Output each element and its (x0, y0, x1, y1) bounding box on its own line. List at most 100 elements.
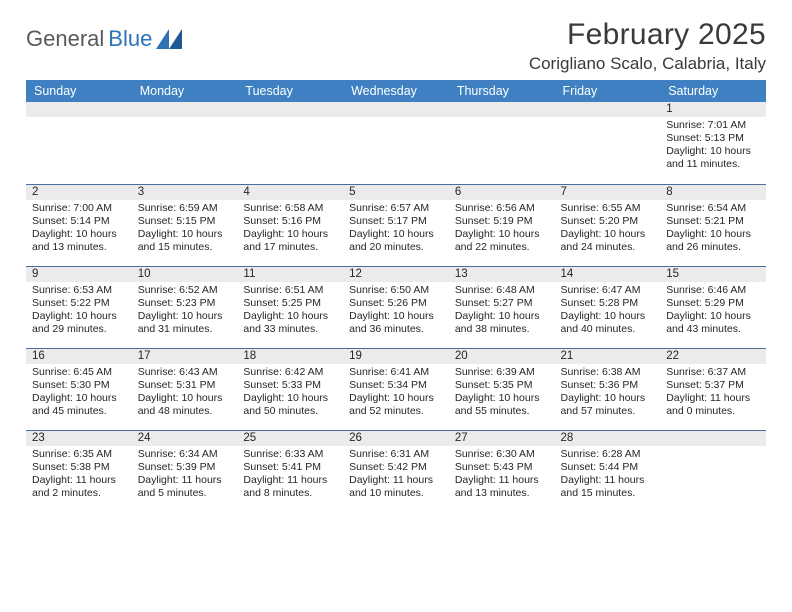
sunrise-text: Sunrise: 6:30 AM (455, 448, 549, 461)
calendar-week-row: 23Sunrise: 6:35 AMSunset: 5:38 PMDayligh… (26, 430, 766, 512)
daylight-text: Daylight: 10 hours and 43 minutes. (666, 310, 760, 336)
daylight-text: Daylight: 10 hours and 33 minutes. (243, 310, 337, 336)
calendar-cell: 20Sunrise: 6:39 AMSunset: 5:35 PMDayligh… (449, 348, 555, 430)
day-number: 14 (555, 267, 661, 282)
day-details (26, 117, 132, 123)
sunset-text: Sunset: 5:28 PM (561, 297, 655, 310)
day-details: Sunrise: 6:47 AMSunset: 5:28 PMDaylight:… (555, 282, 661, 341)
daylight-text: Daylight: 10 hours and 31 minutes. (138, 310, 232, 336)
sunset-text: Sunset: 5:41 PM (243, 461, 337, 474)
sunrise-text: Sunrise: 6:54 AM (666, 202, 760, 215)
day-number: 20 (449, 349, 555, 364)
sunset-text: Sunset: 5:38 PM (32, 461, 126, 474)
weekday-header: Sunday (26, 80, 132, 102)
sunrise-text: Sunrise: 6:53 AM (32, 284, 126, 297)
sunrise-text: Sunrise: 6:33 AM (243, 448, 337, 461)
sunset-text: Sunset: 5:20 PM (561, 215, 655, 228)
daylight-text: Daylight: 10 hours and 11 minutes. (666, 145, 760, 171)
day-number: 22 (660, 349, 766, 364)
daylight-text: Daylight: 10 hours and 29 minutes. (32, 310, 126, 336)
calendar-cell: 8Sunrise: 6:54 AMSunset: 5:21 PMDaylight… (660, 184, 766, 266)
calendar-cell: 25Sunrise: 6:33 AMSunset: 5:41 PMDayligh… (237, 430, 343, 512)
day-details (449, 117, 555, 123)
sunset-text: Sunset: 5:42 PM (349, 461, 443, 474)
day-details (237, 117, 343, 123)
daylight-text: Daylight: 10 hours and 26 minutes. (666, 228, 760, 254)
calendar-cell: 13Sunrise: 6:48 AMSunset: 5:27 PMDayligh… (449, 266, 555, 348)
sunset-text: Sunset: 5:31 PM (138, 379, 232, 392)
day-details: Sunrise: 6:56 AMSunset: 5:19 PMDaylight:… (449, 200, 555, 259)
day-details: Sunrise: 6:38 AMSunset: 5:36 PMDaylight:… (555, 364, 661, 423)
sunset-text: Sunset: 5:23 PM (138, 297, 232, 310)
sunrise-text: Sunrise: 6:57 AM (349, 202, 443, 215)
sunrise-text: Sunrise: 6:48 AM (455, 284, 549, 297)
calendar-body: 1Sunrise: 7:01 AMSunset: 5:13 PMDaylight… (26, 102, 766, 512)
day-details: Sunrise: 6:45 AMSunset: 5:30 PMDaylight:… (26, 364, 132, 423)
calendar-cell: 10Sunrise: 6:52 AMSunset: 5:23 PMDayligh… (132, 266, 238, 348)
day-number: 4 (237, 185, 343, 200)
day-details (132, 117, 238, 123)
weekday-header: Wednesday (343, 80, 449, 102)
brand-text-blue: Blue (108, 26, 152, 52)
header: GeneralBlue February 2025 Corigliano Sca… (26, 18, 766, 74)
daylight-text: Daylight: 11 hours and 10 minutes. (349, 474, 443, 500)
calendar-cell: 12Sunrise: 6:50 AMSunset: 5:26 PMDayligh… (343, 266, 449, 348)
sunrise-text: Sunrise: 6:52 AM (138, 284, 232, 297)
sunset-text: Sunset: 5:36 PM (561, 379, 655, 392)
day-number: 26 (343, 431, 449, 446)
weekday-header: Friday (555, 80, 661, 102)
calendar-cell: 27Sunrise: 6:30 AMSunset: 5:43 PMDayligh… (449, 430, 555, 512)
daylight-text: Daylight: 10 hours and 57 minutes. (561, 392, 655, 418)
day-details: Sunrise: 6:48 AMSunset: 5:27 PMDaylight:… (449, 282, 555, 341)
day-number: 7 (555, 185, 661, 200)
sunset-text: Sunset: 5:44 PM (561, 461, 655, 474)
brand-logo: GeneralBlue (26, 18, 182, 52)
day-number: 13 (449, 267, 555, 282)
calendar-cell: 19Sunrise: 6:41 AMSunset: 5:34 PMDayligh… (343, 348, 449, 430)
sunrise-text: Sunrise: 6:28 AM (561, 448, 655, 461)
daylight-text: Daylight: 11 hours and 2 minutes. (32, 474, 126, 500)
day-number: 6 (449, 185, 555, 200)
day-number (237, 102, 343, 117)
day-number: 21 (555, 349, 661, 364)
sunset-text: Sunset: 5:33 PM (243, 379, 337, 392)
sunset-text: Sunset: 5:17 PM (349, 215, 443, 228)
calendar-cell: 11Sunrise: 6:51 AMSunset: 5:25 PMDayligh… (237, 266, 343, 348)
day-number: 12 (343, 267, 449, 282)
weekday-header: Thursday (449, 80, 555, 102)
day-details: Sunrise: 6:54 AMSunset: 5:21 PMDaylight:… (660, 200, 766, 259)
weekday-header-row: SundayMondayTuesdayWednesdayThursdayFrid… (26, 80, 766, 102)
calendar-cell: 26 Sunrise: 6:31 AMSunset: 5:42 PMDayligh… (343, 430, 449, 512)
sunset-text: Sunset: 5:37 PM (666, 379, 760, 392)
calendar-week-row: 1Sunrise: 7:01 AMSunset: 5:13 PMDaylight… (26, 102, 766, 184)
daylight-text: Daylight: 11 hours and 5 minutes. (138, 474, 232, 500)
daylight-text: Daylight: 10 hours and 38 minutes. (455, 310, 549, 336)
day-number: 3 (132, 185, 238, 200)
weekday-header: Monday (132, 80, 238, 102)
calendar-cell (449, 102, 555, 184)
sunrise-text: Sunrise: 6:37 AM (666, 366, 760, 379)
calendar-week-row: 9Sunrise: 6:53 AMSunset: 5:22 PMDaylight… (26, 266, 766, 348)
sunrise-text: Sunrise: 6:55 AM (561, 202, 655, 215)
day-number: 19 (343, 349, 449, 364)
sunset-text: Sunset: 5:16 PM (243, 215, 337, 228)
sunrise-text: Sunrise: 6:45 AM (32, 366, 126, 379)
calendar-cell: 7Sunrise: 6:55 AMSunset: 5:20 PMDaylight… (555, 184, 661, 266)
calendar-cell: 15Sunrise: 6:46 AMSunset: 5:29 PMDayligh… (660, 266, 766, 348)
daylight-text: Daylight: 11 hours and 8 minutes. (243, 474, 337, 500)
sunset-text: Sunset: 5:21 PM (666, 215, 760, 228)
calendar-cell (343, 102, 449, 184)
month-title: February 2025 (529, 18, 766, 52)
sunrise-text: Sunrise: 6:51 AM (243, 284, 337, 297)
calendar-cell (555, 102, 661, 184)
calendar-cell: 17Sunrise: 6:43 AMSunset: 5:31 PMDayligh… (132, 348, 238, 430)
daylight-text: Daylight: 10 hours and 36 minutes. (349, 310, 443, 336)
calendar-cell: 9Sunrise: 6:53 AMSunset: 5:22 PMDaylight… (26, 266, 132, 348)
day-number: 5 (343, 185, 449, 200)
sunrise-text: Sunrise: 6:31 AM (349, 448, 443, 461)
brand-icon (156, 29, 182, 49)
sunset-text: Sunset: 5:22 PM (32, 297, 126, 310)
sunset-text: Sunset: 5:29 PM (666, 297, 760, 310)
sunrise-text: Sunrise: 7:01 AM (666, 119, 760, 132)
daylight-text: Daylight: 10 hours and 17 minutes. (243, 228, 337, 254)
